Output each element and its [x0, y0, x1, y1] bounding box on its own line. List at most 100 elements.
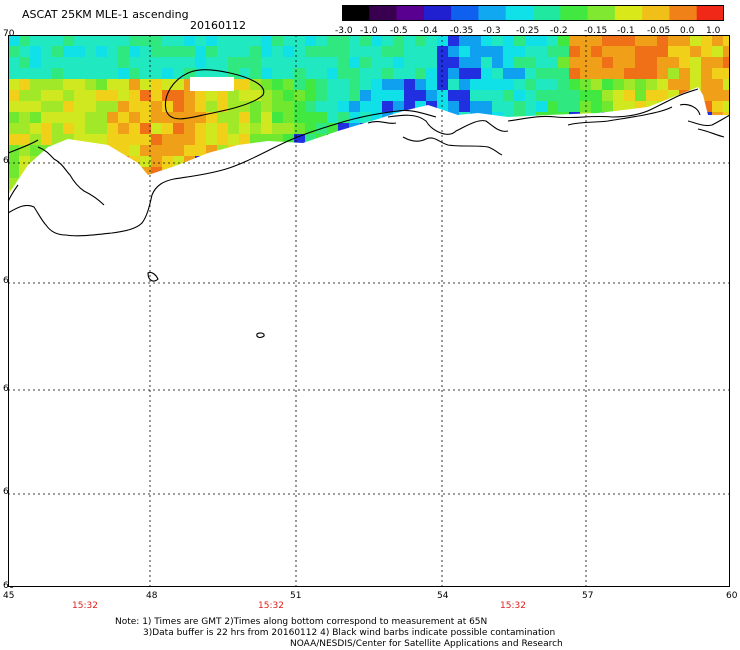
mle-cell: [283, 35, 294, 46]
mle-cell: [184, 101, 195, 112]
mle-cell: [85, 101, 96, 112]
mle-cell: [195, 90, 206, 101]
mle-cell: [338, 35, 349, 46]
mle-cell: [96, 68, 107, 79]
mle-cell: [404, 57, 415, 68]
mle-cell: [690, 68, 701, 79]
mle-cell: [250, 134, 261, 145]
mle-cell: [360, 79, 371, 90]
mle-cell: [74, 90, 85, 101]
mle-cell: [338, 46, 349, 57]
note-line-3: NOAA/NESDIS/Center for Satellite Applica…: [290, 639, 563, 649]
mle-cell: [272, 112, 283, 123]
mle-cell: [712, 68, 723, 79]
mle-cell: [283, 90, 294, 101]
mle-cell: [613, 101, 624, 112]
mle-cell: [536, 79, 547, 90]
mle-cell: [305, 123, 316, 134]
mle-cell: [668, 79, 679, 90]
time-label: 15:32: [500, 601, 526, 611]
mle-cell: [349, 35, 360, 46]
mle-cell: [85, 134, 96, 145]
mle-cell: [261, 112, 272, 123]
mle-cell: [646, 35, 657, 46]
mle-cell: [85, 57, 96, 68]
mle-cell: [415, 90, 426, 101]
mle-cell: [239, 35, 250, 46]
mle-cell: [382, 57, 393, 68]
mle-cell: [173, 46, 184, 57]
mle-cell: [492, 101, 503, 112]
mle-cell: [657, 79, 668, 90]
mle-cell: [591, 46, 602, 57]
mle-cell: [470, 35, 481, 46]
mle-cell: [63, 57, 74, 68]
mle-cell: [283, 101, 294, 112]
mle-cell: [261, 68, 272, 79]
mle-cell: [294, 101, 305, 112]
mle-cell: [162, 79, 173, 90]
mle-cell: [646, 46, 657, 57]
mle-cell: [305, 46, 316, 57]
mle-cell: [503, 90, 514, 101]
data-gap: [190, 77, 234, 91]
time-label: 15:32: [258, 601, 284, 611]
mle-cell: [261, 134, 272, 145]
mle-cell: [140, 90, 151, 101]
mle-cell: [184, 35, 195, 46]
mle-cell: [602, 79, 613, 90]
mle-cell: [327, 57, 338, 68]
mle-cell: [30, 123, 41, 134]
mle-cell: [107, 112, 118, 123]
mle-cell: [448, 46, 459, 57]
mle-cell: [30, 112, 41, 123]
mle-cell: [536, 68, 547, 79]
mle-cell: [657, 57, 668, 68]
mle-cell: [74, 79, 85, 90]
mle-cell: [52, 46, 63, 57]
mle-cell: [437, 35, 448, 46]
mle-cell: [151, 79, 162, 90]
mle-cell: [140, 134, 151, 145]
mle-cell: [305, 90, 316, 101]
mle-cell: [635, 57, 646, 68]
mle-cell: [382, 35, 393, 46]
mle-cell: [635, 46, 646, 57]
mle-cell: [481, 68, 492, 79]
mle-cell: [536, 57, 547, 68]
mle-cell: [217, 123, 228, 134]
colorbar: [342, 5, 724, 21]
mle-cell: [52, 35, 63, 46]
mle-cell: [96, 101, 107, 112]
mle-cell: [327, 112, 338, 123]
mle-cell: [426, 68, 437, 79]
mle-cell: [591, 68, 602, 79]
colorbar-tick-label: -3.0: [335, 26, 353, 36]
chart-title: ASCAT 25KM MLE-1 ascending: [22, 8, 189, 21]
mle-cell: [426, 79, 437, 90]
mle-cell: [19, 123, 30, 134]
mle-cell: [151, 57, 162, 68]
mle-cell: [580, 57, 591, 68]
mle-cell: [624, 90, 635, 101]
mle-cell: [712, 57, 723, 68]
colorbar-tick-label: -0.2: [550, 26, 568, 36]
mle-cell: [206, 101, 217, 112]
mle-cell: [492, 79, 503, 90]
mle-cell: [162, 46, 173, 57]
mle-cell: [140, 112, 151, 123]
mle-cell: [646, 68, 657, 79]
mle-cell: [52, 57, 63, 68]
mle-cell: [184, 134, 195, 145]
mle-cell: [558, 35, 569, 46]
mle-cell: [129, 79, 140, 90]
mle-cell: [723, 57, 730, 68]
mle-cell: [206, 57, 217, 68]
colorbar-swatch: [423, 5, 452, 21]
mle-cell: [580, 68, 591, 79]
mle-cell: [8, 167, 19, 178]
mle-cell: [712, 35, 723, 46]
mle-cell: [525, 101, 536, 112]
mle-cell: [668, 57, 679, 68]
mle-cell: [140, 79, 151, 90]
